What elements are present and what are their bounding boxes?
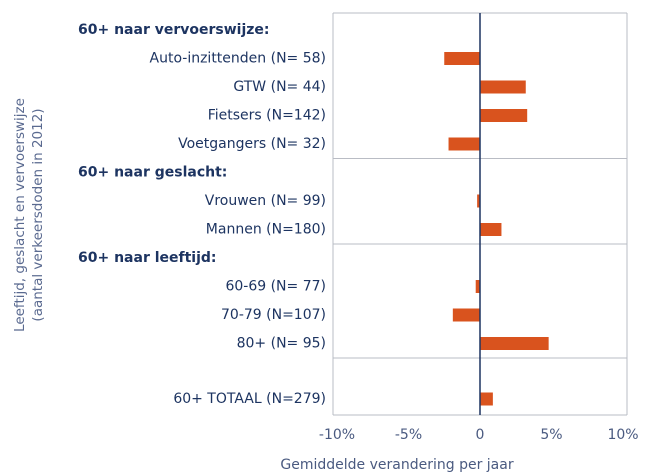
- x-tick-label: 5%: [540, 427, 562, 443]
- x-axis-title: Gemiddelde verandering per jaar: [280, 457, 513, 473]
- bar: [480, 223, 502, 236]
- bar: [452, 308, 480, 322]
- y-tick-label: Vrouwen (N= 99): [205, 193, 326, 209]
- bar: [448, 137, 480, 151]
- y-axis-title: Leeftijd, geslacht en vervoerswijze: [12, 98, 28, 332]
- bar: [480, 337, 549, 350]
- bar: [480, 109, 528, 122]
- group-header: 60+ naar geslacht:: [78, 165, 227, 181]
- y-tick-label: 60+ TOTAAL (N=279): [173, 391, 326, 407]
- y-tick-label: GTW (N= 44): [233, 79, 326, 95]
- bar: [480, 392, 493, 406]
- x-tick-label: 0: [476, 427, 485, 443]
- bar: [444, 52, 480, 65]
- group-header: 60+ naar vervoerswijze:: [78, 22, 270, 38]
- y-axis-title: (aantal verkeersdoden in 2012): [30, 108, 46, 321]
- x-tick-label: -5%: [395, 427, 422, 443]
- y-tick-label: Auto-inzittenden (N= 58): [150, 51, 327, 67]
- y-tick-label: Fietsers (N=142): [208, 108, 326, 124]
- bar: [480, 80, 526, 94]
- bar: [475, 280, 480, 293]
- group-header: 60+ naar leeftijd:: [78, 250, 217, 266]
- bar: [477, 194, 480, 208]
- y-tick-label: Mannen (N=180): [206, 222, 326, 238]
- x-tick-label: 10%: [607, 427, 638, 443]
- y-tick-label: 70-79 (N=107): [221, 307, 326, 323]
- y-tick-label: 80+ (N= 95): [237, 336, 326, 352]
- y-tick-label: Voetgangers (N= 32): [178, 136, 326, 152]
- y-tick-label: 60-69 (N= 77): [225, 279, 326, 295]
- x-tick-label: -10%: [319, 427, 355, 443]
